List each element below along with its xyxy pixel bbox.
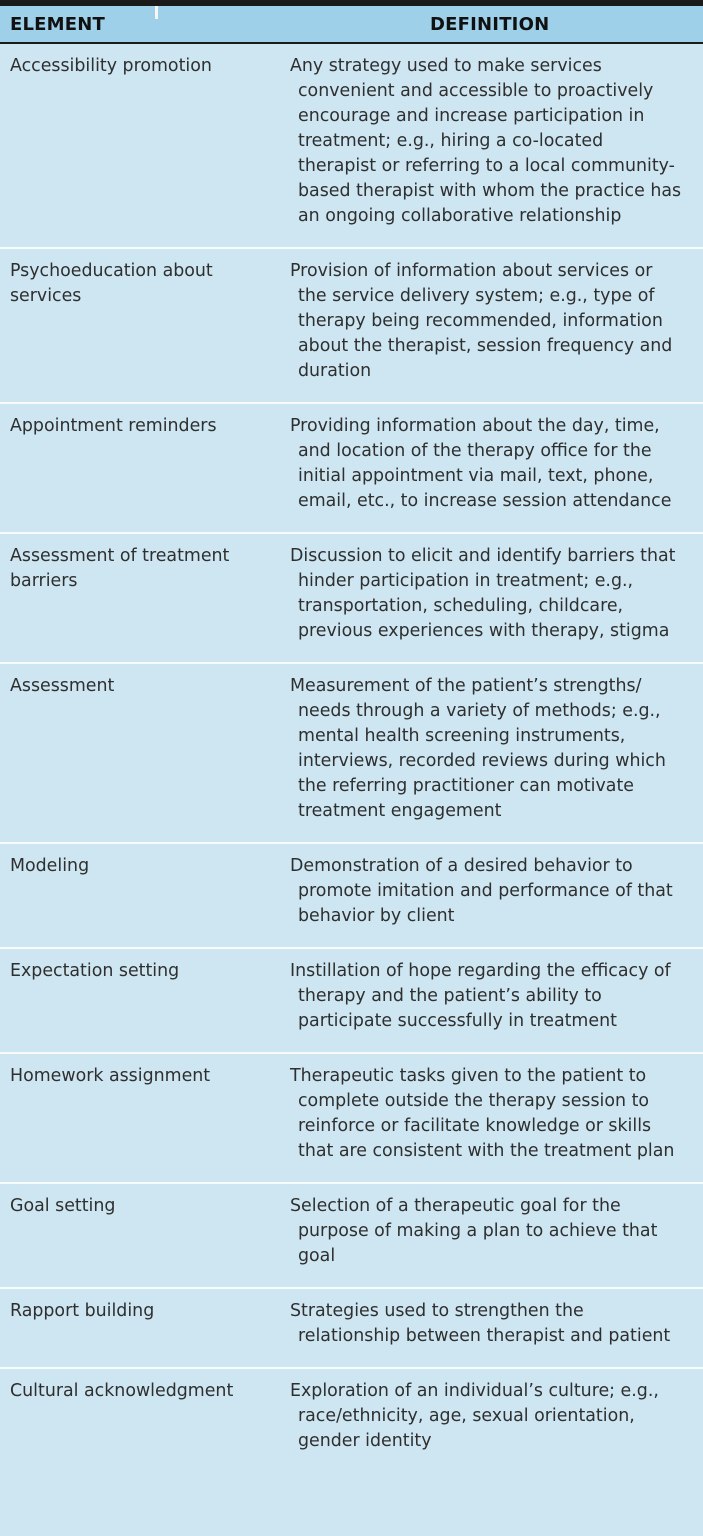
element-cell: Rapport building: [10, 1301, 155, 1321]
definition-cell: Providing information about the day, tim…: [290, 416, 672, 511]
top-border: [0, 0, 703, 6]
definition-cell: Therapeutic tasks given to the patient t…: [290, 1066, 675, 1161]
element-cell: Cultural acknowledgment: [10, 1381, 234, 1401]
table-row: Psychoeducation about services Provision…: [0, 247, 703, 402]
table-row: Modeling Demonstration of a desired beha…: [0, 842, 703, 947]
element-cell: Expectation setting: [10, 961, 180, 981]
definition-cell: Demonstration of a desired behavior to p…: [290, 856, 673, 926]
header-divider: [155, 6, 158, 19]
definition-cell: Discussion to elicit and identify barrie…: [290, 546, 676, 641]
definition-cell: Any strategy used to make services conve…: [290, 56, 682, 226]
table-body: Accessibility promotion Any strategy use…: [0, 44, 703, 1472]
bottom-strip: [0, 1524, 703, 1536]
table-row: Rapport building Strategies used to stre…: [0, 1287, 703, 1367]
table-row: Assessment of treatment barriers Discuss…: [0, 532, 703, 662]
definition-cell: Measurement of the patient’s strengths/ …: [290, 676, 666, 821]
element-column-header: ELEMENT: [10, 13, 106, 35]
element-cell: Assessment of treatment barriers: [10, 546, 230, 591]
table-row: Cultural acknowledgment Exploration of a…: [0, 1367, 703, 1472]
table-row: Expectation setting Instillation of hope…: [0, 947, 703, 1052]
definition-cell: Strategies used to strengthen the relati…: [290, 1301, 671, 1346]
element-cell: Goal setting: [10, 1196, 116, 1216]
definition-cell: Selection of a therapeutic goal for the …: [290, 1196, 658, 1266]
table-header: ELEMENT DEFINITION: [0, 6, 703, 44]
table-row: Accessibility promotion Any strategy use…: [0, 44, 703, 247]
table-row: Goal setting Selection of a therapeutic …: [0, 1182, 703, 1287]
definition-cell: Instillation of hope regarding the effic…: [290, 961, 671, 1031]
element-cell: Appointment reminders: [10, 416, 217, 436]
definition-column-header: DEFINITION: [430, 13, 550, 35]
table-row: Appointment reminders Providing informat…: [0, 402, 703, 532]
element-cell: Psychoeducation about services: [10, 261, 213, 306]
table-row: Assessment Measurement of the patient’s …: [0, 662, 703, 842]
element-cell: Homework assignment: [10, 1066, 211, 1086]
definition-cell: Exploration of an individual’s culture; …: [290, 1381, 659, 1451]
element-cell: Assessment: [10, 676, 115, 696]
definition-cell: Provision of information about services …: [290, 261, 673, 381]
element-cell: Modeling: [10, 856, 90, 876]
table-row: Homework assignment Therapeutic tasks gi…: [0, 1052, 703, 1182]
element-cell: Accessibility promotion: [10, 56, 212, 76]
